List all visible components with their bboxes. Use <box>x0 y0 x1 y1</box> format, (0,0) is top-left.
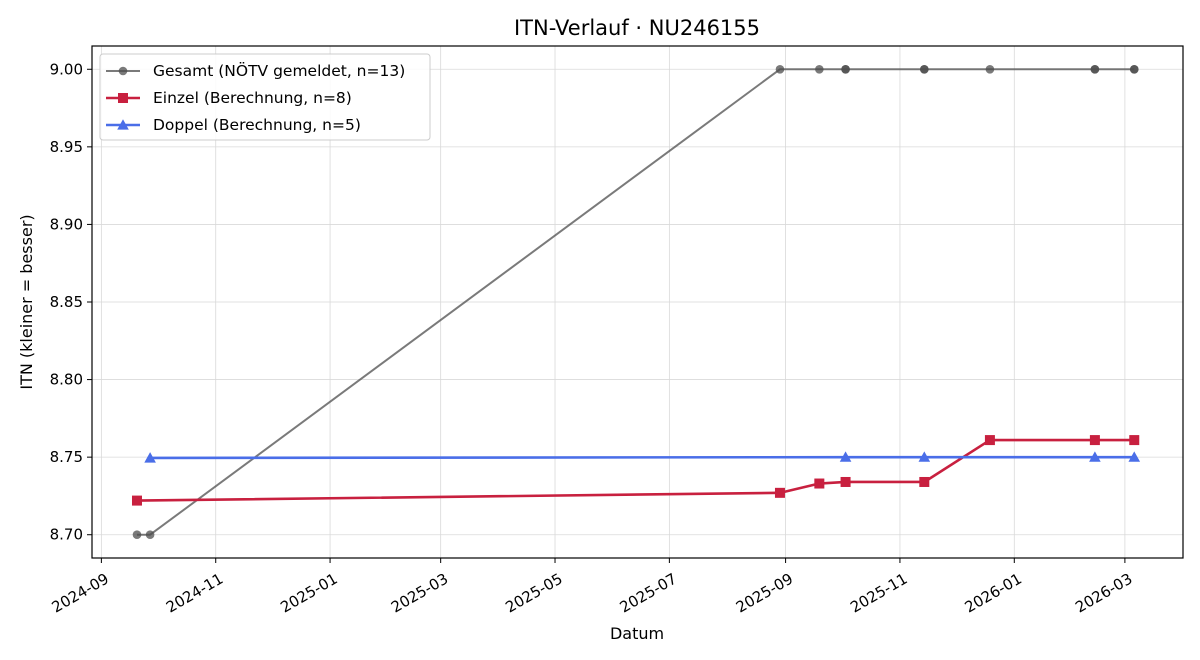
data-point <box>132 530 142 540</box>
y-tick-label: 8.80 <box>50 371 83 389</box>
data-point <box>145 530 155 540</box>
legend-label: Gesamt (NÖTV gemeldet, n=13) <box>153 61 405 80</box>
legend-marker <box>118 93 128 103</box>
series-1 <box>131 435 1140 506</box>
data-point <box>1089 451 1101 462</box>
y-axis-ticks: 8.70 8.75 8.80 8.85 8.90 8.95 9.00 <box>50 60 92 544</box>
data-point <box>840 476 851 487</box>
chart-title: ITN-Verlauf · NU246155 <box>514 16 760 40</box>
series-line <box>136 438 1135 502</box>
legend-marker <box>118 66 128 76</box>
data-point <box>144 452 156 463</box>
series-line <box>150 455 1135 460</box>
data-point <box>775 64 785 74</box>
legend: Gesamt (NÖTV gemeldet, n=13) Einzel (Bere… <box>99 53 431 141</box>
series-layer <box>131 64 1141 540</box>
data-point <box>839 451 852 462</box>
data-point <box>920 64 929 74</box>
series-2 <box>144 451 1141 463</box>
data-point <box>131 495 142 506</box>
y-tick-label: 8.75 <box>50 448 83 466</box>
legend-label: Doppel (Berechnung, n=5) <box>153 116 361 134</box>
data-point <box>1128 451 1141 462</box>
y-tick-label: 8.85 <box>50 293 83 311</box>
data-point <box>984 435 995 446</box>
data-point <box>774 487 785 498</box>
data-point <box>1129 64 1139 74</box>
data-point <box>1129 435 1140 446</box>
data-point <box>985 64 995 74</box>
data-point <box>815 64 824 74</box>
y-tick-label: 8.95 <box>50 138 83 156</box>
data-point <box>919 476 930 487</box>
y-tick-label: 9.00 <box>50 60 83 78</box>
y-tick-label: 8.90 <box>50 215 83 233</box>
data-point <box>1090 64 1100 74</box>
series-0 <box>132 64 1139 540</box>
legend-marker <box>117 119 129 130</box>
y-axis-title: ITN (kleiner = besser) <box>17 214 36 389</box>
x-axis-title: Datum <box>610 624 664 643</box>
legend-frame <box>99 53 431 141</box>
data-point <box>814 478 825 489</box>
data-point <box>918 451 931 462</box>
legend-label: Einzel (Berechnung, n=8) <box>153 89 352 107</box>
data-point <box>1089 435 1100 446</box>
y-tick-label: 8.70 <box>50 526 83 544</box>
data-point <box>841 64 850 74</box>
